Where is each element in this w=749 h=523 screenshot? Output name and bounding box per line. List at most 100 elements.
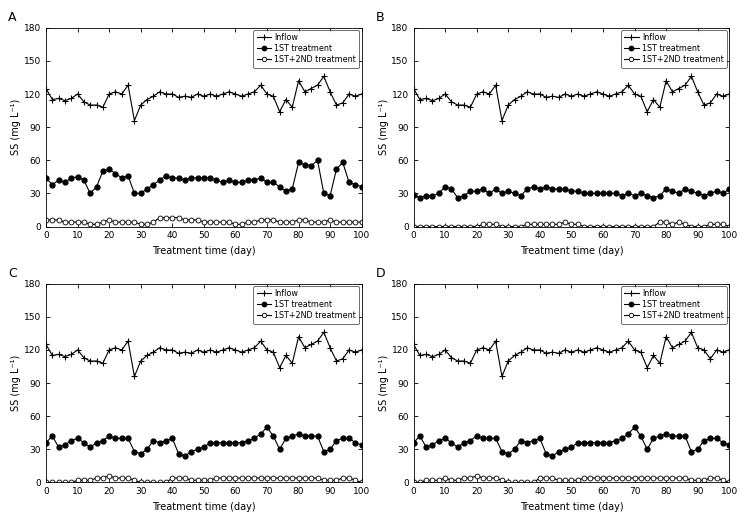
Inflow bbox=[275, 109, 284, 115]
1ST treatment bbox=[256, 431, 265, 437]
1ST treatment bbox=[725, 442, 734, 448]
Inflow bbox=[687, 73, 696, 79]
1ST treatment bbox=[351, 440, 360, 446]
Legend: Inflow, 1ST treatment, 1ST+2ND treatment: Inflow, 1ST treatment, 1ST+2ND treatment bbox=[621, 30, 727, 67]
Inflow bbox=[357, 347, 366, 353]
Inflow bbox=[149, 349, 158, 355]
Inflow bbox=[687, 329, 696, 335]
1ST treatment bbox=[649, 435, 658, 441]
1ST+2ND treatment bbox=[118, 219, 127, 225]
1ST treatment bbox=[326, 192, 335, 199]
1ST treatment bbox=[142, 446, 151, 452]
1ST treatment bbox=[262, 424, 271, 430]
1ST treatment bbox=[409, 191, 418, 198]
1ST+2ND treatment bbox=[351, 477, 360, 483]
1ST treatment bbox=[136, 190, 145, 197]
Text: D: D bbox=[376, 267, 385, 280]
Inflow bbox=[718, 93, 727, 99]
1ST treatment bbox=[630, 424, 639, 430]
1ST+2ND treatment bbox=[504, 223, 513, 230]
Y-axis label: SS (mg L⁻¹): SS (mg L⁻¹) bbox=[11, 355, 21, 411]
1ST+2ND treatment bbox=[41, 480, 50, 486]
Legend: Inflow, 1ST treatment, 1ST+2ND treatment: Inflow, 1ST treatment, 1ST+2ND treatment bbox=[253, 30, 360, 67]
1ST treatment bbox=[416, 195, 425, 201]
Inflow bbox=[624, 338, 633, 344]
1ST treatment bbox=[250, 177, 259, 183]
1ST treatment bbox=[624, 431, 633, 437]
Inflow bbox=[41, 342, 50, 348]
Inflow bbox=[130, 117, 139, 123]
Inflow bbox=[516, 349, 525, 355]
1ST treatment bbox=[725, 186, 734, 192]
Inflow bbox=[319, 329, 328, 335]
1ST treatment bbox=[41, 440, 50, 446]
1ST treatment bbox=[409, 440, 418, 446]
1ST+2ND treatment bbox=[479, 221, 488, 228]
Line: 1ST treatment: 1ST treatment bbox=[43, 158, 364, 198]
Legend: Inflow, 1ST treatment, 1ST+2ND treatment: Inflow, 1ST treatment, 1ST+2ND treatment bbox=[621, 286, 727, 324]
1ST+2ND treatment bbox=[41, 217, 50, 223]
1ST+2ND treatment bbox=[262, 217, 271, 223]
Line: 1ST+2ND treatment: 1ST+2ND treatment bbox=[411, 473, 732, 485]
1ST+2ND treatment bbox=[718, 221, 727, 228]
Line: 1ST treatment: 1ST treatment bbox=[411, 425, 732, 458]
1ST treatment bbox=[523, 186, 532, 192]
Y-axis label: SS (mg L⁻¹): SS (mg L⁻¹) bbox=[379, 355, 389, 411]
1ST+2ND treatment bbox=[624, 475, 633, 481]
Line: 1ST+2ND treatment: 1ST+2ND treatment bbox=[43, 473, 364, 485]
1ST+2ND treatment bbox=[725, 223, 734, 230]
1ST+2ND treatment bbox=[118, 475, 127, 481]
1ST treatment bbox=[313, 157, 322, 163]
Text: C: C bbox=[8, 267, 17, 280]
1ST+2ND treatment bbox=[149, 219, 158, 225]
Inflow bbox=[718, 349, 727, 355]
Inflow bbox=[142, 353, 151, 359]
1ST+2ND treatment bbox=[510, 223, 519, 230]
1ST+2ND treatment bbox=[351, 219, 360, 225]
1ST treatment bbox=[111, 435, 120, 441]
Inflow bbox=[149, 93, 158, 99]
1ST treatment bbox=[510, 446, 519, 452]
1ST+2ND treatment bbox=[725, 480, 734, 486]
Inflow bbox=[725, 347, 734, 353]
Inflow bbox=[497, 373, 506, 380]
Line: 1ST treatment: 1ST treatment bbox=[43, 425, 364, 458]
1ST treatment bbox=[649, 195, 658, 201]
1ST treatment bbox=[181, 453, 189, 459]
1ST+2ND treatment bbox=[409, 223, 418, 230]
Inflow bbox=[725, 91, 734, 97]
1ST+2ND treatment bbox=[560, 219, 569, 225]
1ST+2ND treatment bbox=[357, 219, 366, 225]
1ST treatment bbox=[351, 181, 360, 188]
Line: 1ST+2ND treatment: 1ST+2ND treatment bbox=[43, 215, 364, 227]
Inflow bbox=[256, 338, 265, 344]
Line: Inflow: Inflow bbox=[410, 73, 733, 123]
1ST+2ND treatment bbox=[624, 223, 633, 230]
1ST treatment bbox=[111, 170, 120, 177]
Inflow bbox=[479, 345, 488, 351]
1ST+2ND treatment bbox=[142, 480, 151, 486]
1ST+2ND treatment bbox=[142, 221, 151, 228]
Inflow bbox=[643, 109, 652, 115]
Legend: Inflow, 1ST treatment, 1ST+2ND treatment: Inflow, 1ST treatment, 1ST+2ND treatment bbox=[253, 286, 360, 324]
Y-axis label: SS (mg L⁻¹): SS (mg L⁻¹) bbox=[11, 99, 21, 155]
1ST treatment bbox=[282, 435, 291, 441]
1ST treatment bbox=[269, 179, 278, 186]
Line: Inflow: Inflow bbox=[43, 329, 365, 380]
Inflow bbox=[111, 345, 120, 351]
Inflow bbox=[351, 93, 360, 99]
1ST treatment bbox=[41, 175, 50, 181]
X-axis label: Treatment time (day): Treatment time (day) bbox=[520, 502, 623, 512]
Inflow bbox=[142, 96, 151, 103]
1ST+2ND treatment bbox=[155, 214, 164, 221]
1ST treatment bbox=[504, 451, 513, 457]
1ST+2ND treatment bbox=[516, 480, 525, 486]
1ST+2ND treatment bbox=[85, 221, 94, 228]
1ST+2ND treatment bbox=[282, 219, 291, 225]
Inflow bbox=[256, 82, 265, 88]
Inflow bbox=[624, 82, 633, 88]
1ST+2ND treatment bbox=[275, 475, 284, 481]
Inflow bbox=[130, 373, 139, 380]
1ST treatment bbox=[718, 190, 727, 197]
1ST+2ND treatment bbox=[485, 475, 494, 481]
